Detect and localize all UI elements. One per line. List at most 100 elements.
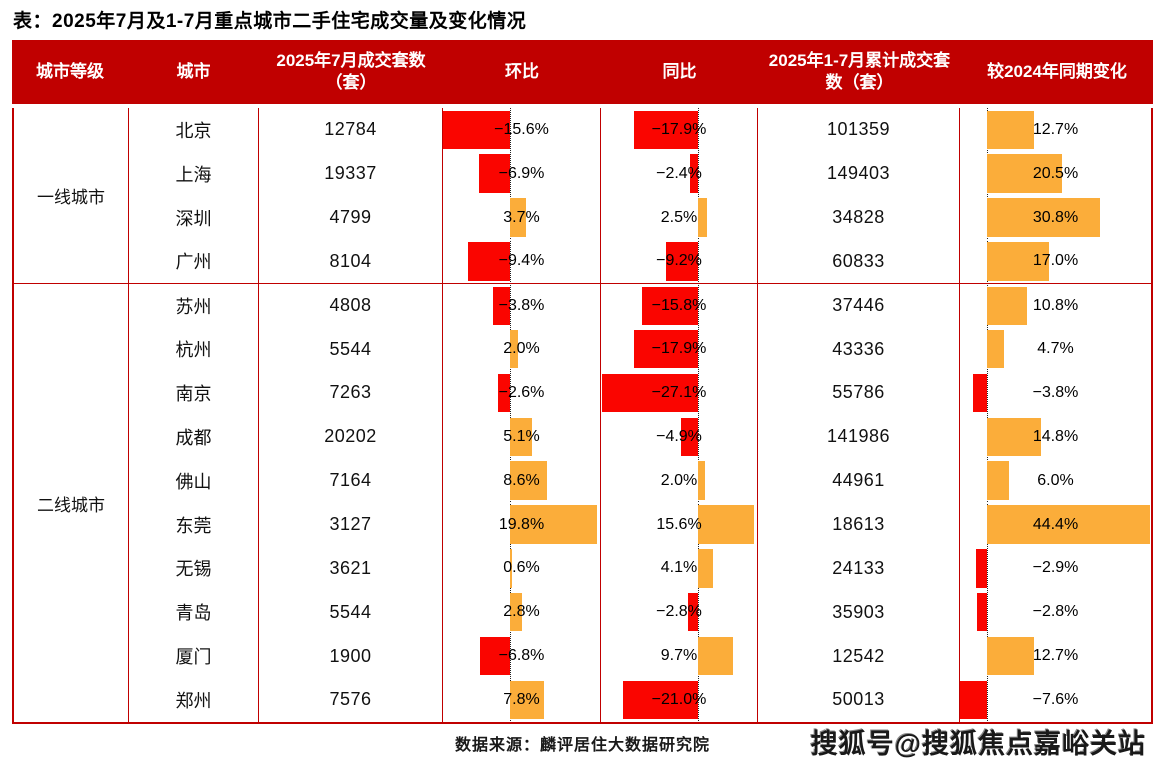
mom-bar-label: 8.6% — [503, 471, 540, 489]
yoy-axis-line — [698, 239, 700, 284]
yoy-bar-cell: −9.2% — [601, 239, 758, 284]
yoy-change-bar-label: 10.8% — [1032, 296, 1079, 314]
yoy-bar — [623, 680, 699, 720]
yoy-axis-line — [698, 284, 700, 328]
yoy-change-bar — [986, 198, 1101, 237]
header-cum-sales: 2025年1-7月累计成交套数（套） — [768, 50, 951, 92]
cum-sales-cell: 50013 — [758, 677, 960, 722]
header-mom: 环比 — [505, 61, 539, 81]
mom-bar-cell: −3.8% — [443, 283, 601, 328]
data-source-note: 数据来源：麟评居住大数据研究院 — [454, 737, 710, 754]
yoy-bar-cell: −4.9% — [601, 414, 758, 459]
mom-axis-line — [509, 239, 511, 284]
cum-sales-cell: 141986 — [758, 414, 960, 459]
yoy-change-bar-cell: 6.0% — [960, 458, 1151, 503]
yoy-bar-label: −17.9% — [651, 340, 707, 358]
yoy-bar-label: 4.1% — [660, 559, 698, 577]
cum-sales-cell: 44961 — [758, 458, 960, 503]
city-cell: 青岛 — [129, 590, 259, 635]
jul-sales-cell: 7164 — [259, 458, 443, 503]
yoy-change-bar — [986, 505, 1151, 544]
group-cell: 一线城市 — [14, 108, 129, 284]
cum-sales-cell: 12542 — [758, 634, 960, 678]
cum-sales-cell: 24133 — [758, 546, 960, 591]
mom-bar-label: 5.1% — [503, 427, 540, 445]
yoy-bar — [641, 286, 699, 325]
jul-sales-cell: 5544 — [259, 590, 443, 635]
yoy-axis-line — [698, 590, 700, 635]
mom-bar-cell: 5.1% — [443, 414, 601, 459]
city-cell: 深圳 — [129, 195, 259, 240]
mom-bar — [509, 417, 532, 457]
group-cell: 二线城市 — [14, 283, 129, 722]
yoy-change-bar-cell: 44.4% — [960, 502, 1151, 547]
yoy-bar-label: 15.6% — [656, 515, 702, 533]
page-title: 表：2025年7月及1-7月重点城市二手住宅成交量及变化情况 — [13, 11, 527, 32]
mom-bar-cell: −6.8% — [443, 634, 601, 678]
city-cell: 成都 — [129, 414, 259, 459]
yoy-axis-line — [698, 414, 700, 459]
city-cell: 苏州 — [129, 283, 259, 328]
yoy-bar-cell: 15.6% — [601, 502, 758, 547]
yoy-bar-cell: 4.1% — [601, 546, 758, 591]
yoy-bar-label: 2.0% — [660, 471, 698, 489]
yoy-bar — [698, 461, 706, 500]
yoy-bar-label: 2.5% — [660, 208, 698, 226]
yoy-change-axis-line — [986, 371, 988, 415]
yoy-axis-line — [698, 151, 700, 196]
yoy-axis-line — [698, 677, 700, 722]
data-table: 城市等级 城市 2025年7月成交套数（套） 环比 同比 2025年1-7月累计… — [12, 40, 1153, 724]
yoy-axis-line — [698, 371, 700, 415]
yoy-change-bar — [986, 154, 1063, 194]
jul-sales-cell: 4799 — [259, 195, 443, 240]
yoy-bar-label: −17.9% — [651, 120, 707, 138]
yoy-change-bar-label: 17.0% — [1032, 252, 1079, 270]
yoy-bar — [698, 549, 713, 588]
jul-sales-cell: 7576 — [259, 677, 443, 722]
mom-bar — [498, 373, 510, 413]
mom-bar-cell: 2.0% — [443, 327, 601, 372]
mom-bar — [509, 329, 519, 369]
mom-bar — [509, 505, 597, 544]
cum-sales-cell: 101359 — [758, 108, 960, 152]
yoy-bar — [689, 154, 699, 194]
yoy-bar-label: −4.9% — [656, 427, 702, 445]
mom-bar-cell: −6.9% — [443, 151, 601, 196]
yoy-bar-cell: 2.5% — [601, 195, 758, 240]
city-cell: 佛山 — [129, 458, 259, 503]
yoy-change-bar-cell: 10.8% — [960, 283, 1151, 328]
yoy-bar-cell: −2.8% — [601, 590, 758, 635]
yoy-change-bar-label: 20.5% — [1032, 164, 1079, 182]
mom-axis-line — [509, 371, 511, 415]
yoy-change-bar-cell: −2.9% — [960, 546, 1151, 591]
mom-bar — [468, 242, 510, 281]
cum-sales-cell: 37446 — [758, 283, 960, 328]
mom-bar — [509, 461, 548, 500]
yoy-change-bar-cell: 30.8% — [960, 195, 1151, 240]
yoy-change-bar — [986, 636, 1034, 676]
jul-sales-cell: 3127 — [259, 502, 443, 547]
mom-axis-line — [509, 151, 511, 196]
mom-bar-label: 7.8% — [503, 690, 540, 708]
yoy-change-bar-label: 44.4% — [1032, 515, 1079, 533]
mom-bar — [509, 680, 544, 720]
yoy-change-bar — [986, 286, 1027, 325]
yoy-bar-cell: −2.4% — [601, 151, 758, 196]
jul-sales-cell: 1900 — [259, 634, 443, 678]
jul-sales-cell: 8104 — [259, 239, 443, 284]
yoy-axis-line — [698, 327, 700, 372]
yoy-bar-label: −2.4% — [656, 164, 702, 182]
yoy-change-bar — [986, 329, 1005, 369]
city-cell: 无锡 — [129, 546, 259, 591]
mom-bar-label: −9.4% — [498, 252, 545, 270]
yoy-change-bar-cell: −7.6% — [960, 677, 1151, 722]
table-body: 一线城市 北京 12784 −15.6% −17.9% 101359 12.7% 上… — [12, 108, 1153, 724]
yoy-change-bar-label: −2.9% — [1032, 559, 1079, 577]
yoy-axis-line — [698, 108, 700, 152]
yoy-bar-label: −9.2% — [656, 252, 702, 270]
yoy-bar-label: −21.0% — [651, 690, 707, 708]
yoy-change-bar-label: 6.0% — [1037, 471, 1074, 489]
mom-axis-line — [509, 108, 511, 152]
yoy-bar-cell: −17.9% — [601, 327, 758, 372]
jul-sales-cell: 19337 — [259, 151, 443, 196]
